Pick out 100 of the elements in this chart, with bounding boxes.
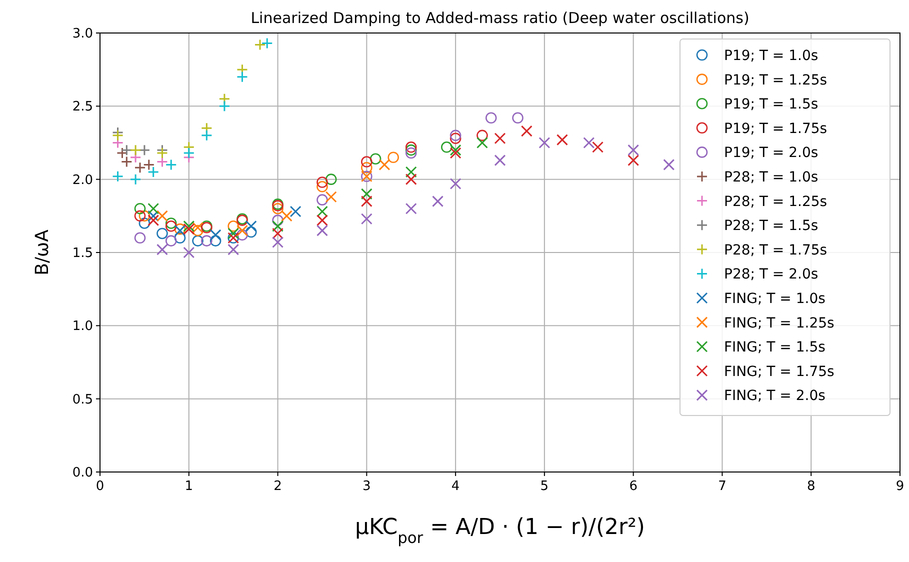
point (192, 224, 204, 236)
point (272, 220, 284, 232)
point (236, 224, 248, 236)
point (556, 134, 568, 146)
point (450, 147, 462, 159)
point (316, 224, 328, 236)
legend-label: P19; T = 1.25s (724, 72, 828, 88)
point (361, 156, 372, 168)
point (236, 229, 248, 241)
point (325, 191, 337, 203)
point (120, 144, 132, 156)
point (143, 158, 155, 170)
x-tick-label: 8 (806, 479, 816, 494)
point (138, 144, 150, 156)
point (210, 229, 222, 241)
point (370, 153, 382, 164)
point (628, 154, 640, 166)
point (405, 141, 417, 153)
point (405, 174, 417, 186)
point (165, 158, 177, 170)
point (156, 228, 168, 240)
point (112, 170, 124, 182)
point (148, 214, 160, 226)
point (148, 166, 160, 178)
point (405, 166, 417, 178)
point (148, 210, 160, 222)
point (130, 174, 142, 186)
x-tick-label: 7 (718, 479, 726, 494)
point (236, 71, 248, 83)
point (290, 206, 302, 218)
point (112, 130, 124, 142)
x-tick-label: 5 (540, 479, 549, 494)
legend-label: P28; T = 1.0s (724, 170, 818, 186)
point (361, 162, 372, 174)
point (316, 181, 328, 192)
point (134, 202, 146, 214)
point (316, 206, 328, 218)
point (272, 236, 284, 248)
x-tick-label: 3 (362, 479, 371, 494)
legend-label: FING; T = 2.0s (724, 388, 826, 404)
point (476, 130, 488, 142)
point (156, 147, 168, 159)
legend-label: FING; T = 1.0s (724, 291, 826, 307)
point (272, 202, 284, 214)
legend-label: P19; T = 2.0s (724, 145, 818, 162)
point (272, 214, 284, 226)
point (316, 176, 328, 188)
legend-label: P28; T = 1.25s (724, 194, 828, 210)
x-tick-label: 2 (274, 479, 282, 494)
point (156, 210, 168, 222)
point (165, 235, 177, 246)
point (280, 210, 292, 222)
legend-label: FING; T = 1.25s (724, 315, 834, 332)
y-axis-title: B/ωA (32, 228, 53, 276)
legend-label: FING; T = 1.75s (724, 364, 834, 380)
point (116, 147, 128, 159)
point (210, 235, 222, 246)
point (130, 144, 142, 156)
point (628, 144, 640, 156)
point (254, 38, 266, 50)
point (228, 228, 240, 240)
point (405, 144, 417, 156)
point (360, 188, 372, 200)
point (441, 141, 452, 153)
point (583, 137, 595, 148)
legend-label: P19; T = 1.75s (724, 120, 828, 137)
point (592, 141, 604, 153)
point (360, 196, 372, 208)
point (201, 235, 212, 246)
point (316, 214, 328, 226)
point (228, 220, 239, 232)
point (156, 244, 168, 256)
point (378, 158, 390, 170)
point (663, 158, 675, 170)
y-tick-label: 1.5 (72, 246, 93, 261)
y-tick-label: 1.0 (72, 319, 93, 334)
point (450, 132, 462, 144)
point (512, 112, 524, 124)
point (165, 218, 177, 229)
legend-label: P19; T = 1.5s (724, 96, 818, 113)
point (261, 37, 273, 49)
point (538, 137, 550, 148)
point (494, 132, 506, 144)
point (192, 235, 204, 246)
point (134, 232, 146, 244)
x-tick-label: 9 (896, 479, 904, 494)
point (272, 228, 284, 240)
y-tick-label: 2.0 (72, 172, 93, 188)
legend-label: P28; T = 1.5s (724, 218, 818, 234)
point (183, 223, 195, 235)
point (148, 202, 160, 214)
point (325, 174, 337, 185)
x-tick-label: 1 (184, 479, 194, 494)
y-tick-label: 2.5 (72, 100, 93, 115)
point (450, 178, 462, 190)
point (450, 144, 462, 156)
point (245, 220, 257, 232)
point (316, 194, 328, 206)
y-tick-label: 0.0 (72, 466, 93, 480)
point (245, 226, 257, 238)
